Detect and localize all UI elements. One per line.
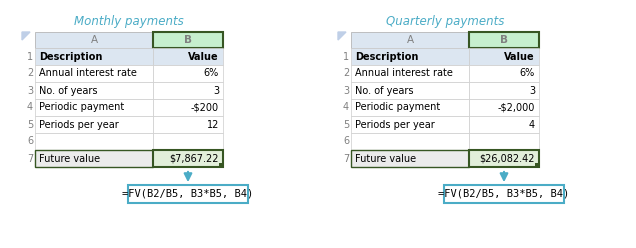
Text: 4: 4 xyxy=(529,120,535,129)
Text: 4: 4 xyxy=(27,102,33,113)
FancyBboxPatch shape xyxy=(351,133,469,150)
Text: -$2,000: -$2,000 xyxy=(497,102,535,113)
Text: No. of years: No. of years xyxy=(39,86,97,95)
FancyBboxPatch shape xyxy=(153,99,223,116)
FancyBboxPatch shape xyxy=(469,133,539,150)
Text: $7,867.22: $7,867.22 xyxy=(170,154,219,163)
Text: 12: 12 xyxy=(207,120,219,129)
FancyBboxPatch shape xyxy=(35,133,153,150)
FancyBboxPatch shape xyxy=(35,99,153,116)
Text: Annual interest rate: Annual interest rate xyxy=(355,68,453,79)
Text: 6: 6 xyxy=(343,136,349,147)
FancyBboxPatch shape xyxy=(351,32,469,48)
FancyBboxPatch shape xyxy=(35,65,153,82)
Text: =FV(B2/B5, B3*B5, B4): =FV(B2/B5, B3*B5, B4) xyxy=(438,189,570,199)
FancyBboxPatch shape xyxy=(535,163,539,167)
Text: 3: 3 xyxy=(213,86,219,95)
FancyBboxPatch shape xyxy=(351,65,469,82)
Polygon shape xyxy=(22,32,30,40)
Text: Future value: Future value xyxy=(39,154,100,163)
Text: A: A xyxy=(90,35,97,45)
Text: Description: Description xyxy=(39,52,102,62)
FancyBboxPatch shape xyxy=(469,150,539,167)
Text: Future value: Future value xyxy=(355,154,416,163)
Text: Quarterly payments: Quarterly payments xyxy=(386,14,504,28)
FancyBboxPatch shape xyxy=(469,116,539,133)
FancyBboxPatch shape xyxy=(469,32,539,48)
Text: Periodic payment: Periodic payment xyxy=(355,102,440,113)
FancyBboxPatch shape xyxy=(351,116,469,133)
Polygon shape xyxy=(338,32,346,40)
Text: 6%: 6% xyxy=(520,68,535,79)
FancyBboxPatch shape xyxy=(469,65,539,82)
Text: 5: 5 xyxy=(343,120,349,129)
Text: 5: 5 xyxy=(27,120,33,129)
Text: 1: 1 xyxy=(343,52,349,62)
Text: Monthly payments: Monthly payments xyxy=(74,14,184,28)
Text: 3: 3 xyxy=(343,86,349,95)
FancyBboxPatch shape xyxy=(469,82,539,99)
Text: 7: 7 xyxy=(27,154,33,163)
Text: B: B xyxy=(500,35,508,45)
Text: B: B xyxy=(184,35,192,45)
FancyBboxPatch shape xyxy=(351,48,469,65)
Text: 3: 3 xyxy=(27,86,33,95)
FancyBboxPatch shape xyxy=(35,32,153,48)
Text: 1: 1 xyxy=(27,52,33,62)
FancyBboxPatch shape xyxy=(444,185,564,203)
FancyBboxPatch shape xyxy=(219,163,223,167)
Text: No. of years: No. of years xyxy=(355,86,413,95)
FancyBboxPatch shape xyxy=(153,150,223,167)
Text: 2: 2 xyxy=(343,68,349,79)
Text: -$200: -$200 xyxy=(191,102,219,113)
FancyBboxPatch shape xyxy=(35,82,153,99)
FancyBboxPatch shape xyxy=(469,99,539,116)
Text: =FV(B2/B5, B3*B5, B4): =FV(B2/B5, B3*B5, B4) xyxy=(122,189,254,199)
Text: Annual interest rate: Annual interest rate xyxy=(39,68,137,79)
FancyBboxPatch shape xyxy=(351,82,469,99)
Text: Periodic payment: Periodic payment xyxy=(39,102,124,113)
FancyBboxPatch shape xyxy=(153,48,223,65)
Text: 3: 3 xyxy=(529,86,535,95)
Text: 6: 6 xyxy=(27,136,33,147)
FancyBboxPatch shape xyxy=(153,133,223,150)
Text: Periods per year: Periods per year xyxy=(39,120,119,129)
FancyBboxPatch shape xyxy=(351,150,469,167)
Text: Periods per year: Periods per year xyxy=(355,120,435,129)
FancyBboxPatch shape xyxy=(128,185,248,203)
FancyBboxPatch shape xyxy=(153,32,223,48)
FancyBboxPatch shape xyxy=(35,116,153,133)
Text: Description: Description xyxy=(355,52,418,62)
FancyBboxPatch shape xyxy=(153,65,223,82)
Text: 4: 4 xyxy=(343,102,349,113)
Text: 7: 7 xyxy=(343,154,349,163)
FancyBboxPatch shape xyxy=(35,150,153,167)
Text: A: A xyxy=(406,35,413,45)
Text: Value: Value xyxy=(188,52,219,62)
FancyBboxPatch shape xyxy=(153,82,223,99)
FancyBboxPatch shape xyxy=(35,48,153,65)
Text: 6%: 6% xyxy=(204,68,219,79)
FancyBboxPatch shape xyxy=(351,99,469,116)
FancyBboxPatch shape xyxy=(469,48,539,65)
Text: 2: 2 xyxy=(27,68,33,79)
FancyBboxPatch shape xyxy=(153,116,223,133)
Text: $26,082.42: $26,082.42 xyxy=(480,154,535,163)
Text: Value: Value xyxy=(504,52,535,62)
